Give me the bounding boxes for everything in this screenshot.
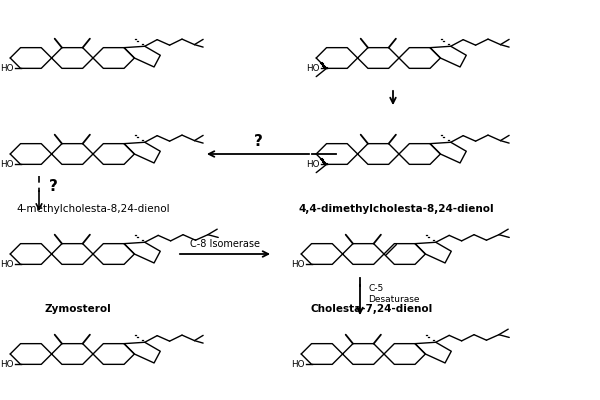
Text: 4,4-dimethylcholesta-8,24-dienol: 4,4-dimethylcholesta-8,24-dienol <box>298 204 494 214</box>
Text: ?: ? <box>49 180 58 194</box>
Text: C-8 Isomerase: C-8 Isomerase <box>190 239 260 249</box>
Text: ?: ? <box>254 134 262 149</box>
Text: HO: HO <box>0 64 13 73</box>
Text: HO: HO <box>0 160 13 169</box>
Text: HO: HO <box>0 360 13 369</box>
Text: HO: HO <box>306 160 319 169</box>
Text: HO: HO <box>0 260 13 269</box>
Text: HO: HO <box>306 64 319 73</box>
Text: 4-methylcholesta-8,24-dienol: 4-methylcholesta-8,24-dienol <box>16 204 170 214</box>
Text: Cholesta-7,24-dienol: Cholesta-7,24-dienol <box>311 304 433 314</box>
Text: HO: HO <box>291 360 304 369</box>
Text: C-5
Desaturase: C-5 Desaturase <box>368 284 420 304</box>
Text: Zymosterol: Zymosterol <box>44 304 112 314</box>
Text: HO: HO <box>291 260 304 269</box>
